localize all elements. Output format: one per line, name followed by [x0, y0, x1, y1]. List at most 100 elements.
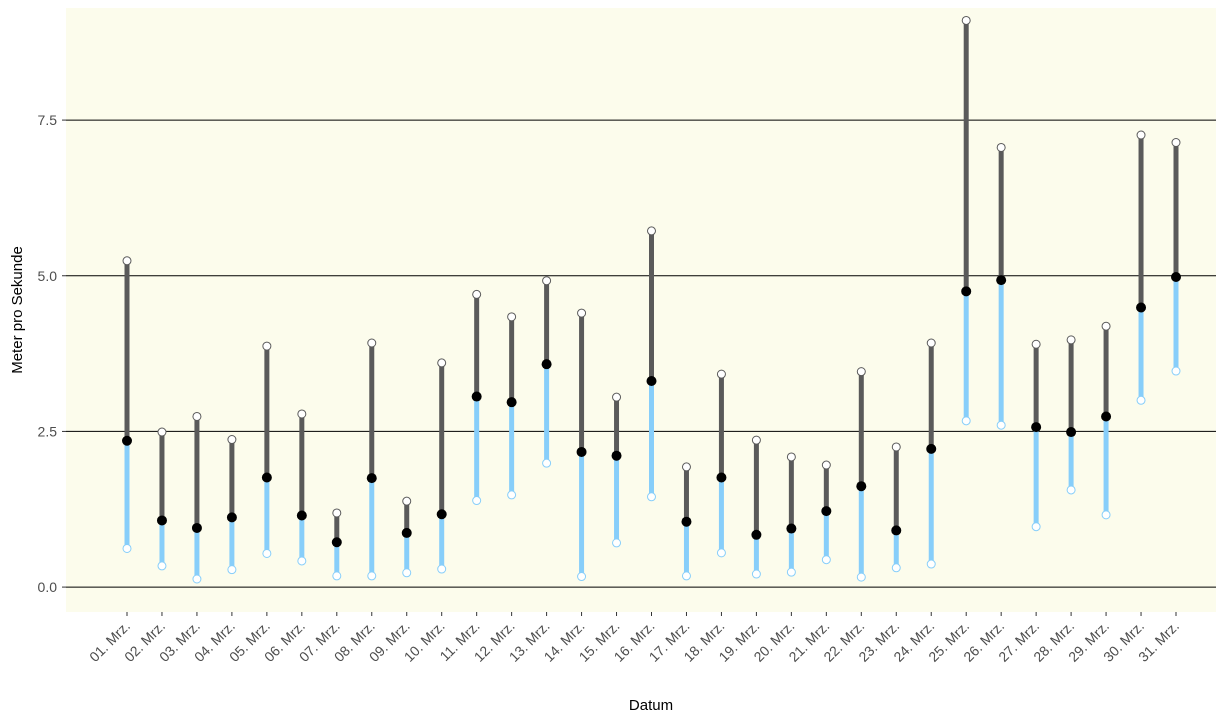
- median-point: [471, 391, 482, 402]
- range-group: [821, 460, 832, 565]
- y-tick-label: 5.0: [38, 268, 58, 284]
- max-point: [786, 452, 796, 462]
- range-group: [611, 392, 622, 548]
- max-point: [437, 358, 447, 368]
- range-group: [1031, 339, 1042, 532]
- min-point: [716, 548, 726, 558]
- median-point: [156, 515, 167, 526]
- max-point: [332, 508, 342, 518]
- range-group: [122, 256, 132, 553]
- min-point: [122, 543, 132, 553]
- range-group: [471, 289, 482, 506]
- y-axis-title: Meter pro Sekunde: [9, 246, 26, 374]
- median-point: [331, 537, 342, 548]
- min-point: [577, 572, 587, 582]
- median-point: [436, 509, 447, 520]
- min-point: [647, 492, 656, 502]
- median-point: [926, 443, 937, 454]
- max-point: [507, 312, 517, 322]
- min-point: [157, 561, 167, 571]
- max-point: [262, 341, 272, 351]
- range-group: [1066, 335, 1077, 495]
- median-point: [506, 397, 517, 408]
- min-point: [402, 568, 412, 578]
- range-group: [1101, 321, 1112, 520]
- median-point: [1031, 422, 1042, 433]
- min-point: [542, 458, 552, 468]
- min-point: [1136, 395, 1146, 405]
- min-point: [1031, 522, 1041, 532]
- min-point: [961, 416, 971, 426]
- median-point: [751, 529, 762, 540]
- median-point: [401, 527, 412, 538]
- max-point: [1101, 321, 1111, 331]
- max-point: [297, 409, 307, 419]
- median-point: [891, 525, 902, 536]
- min-point: [262, 548, 272, 558]
- median-point: [1171, 271, 1181, 282]
- min-point: [472, 496, 482, 506]
- range-group: [1136, 130, 1147, 405]
- min-point: [612, 538, 622, 548]
- max-point: [1031, 339, 1041, 349]
- y-tick-label: 7.5: [38, 112, 58, 128]
- max-point: [961, 15, 971, 25]
- median-point: [716, 472, 727, 483]
- range-group: [891, 442, 902, 573]
- range-group: [751, 435, 762, 579]
- median-point: [576, 446, 587, 457]
- x-axis-ticks: 01. Mrz.02. Mrz.03. Mrz.04. Mrz.05. Mrz.…: [86, 612, 1182, 665]
- max-point: [577, 308, 587, 318]
- median-point: [856, 481, 867, 492]
- y-tick-label: 0.0: [38, 579, 58, 595]
- min-point: [1101, 510, 1111, 520]
- range-group: [366, 338, 377, 581]
- median-point: [1136, 302, 1147, 313]
- max-point: [1066, 335, 1076, 345]
- min-point: [891, 563, 901, 573]
- max-point: [122, 256, 132, 266]
- range-group: [681, 462, 692, 581]
- min-point: [786, 567, 796, 577]
- min-point: [297, 556, 307, 566]
- range-group: [996, 142, 1007, 430]
- range-group: [926, 338, 937, 569]
- range-group: [786, 452, 797, 577]
- min-point: [332, 571, 342, 581]
- y-axis-ticks: 0.0 2.5 5.0 7.5: [38, 112, 66, 595]
- max-point: [996, 142, 1006, 152]
- plot-panel: [66, 8, 1216, 612]
- median-point: [296, 510, 307, 521]
- max-point: [542, 276, 552, 286]
- max-point: [612, 392, 622, 402]
- max-point: [1136, 130, 1146, 140]
- max-point: [716, 369, 726, 379]
- median-point: [961, 286, 972, 297]
- median-point: [1101, 411, 1112, 422]
- min-point: [856, 572, 866, 582]
- max-point: [472, 289, 482, 299]
- range-group: [261, 341, 272, 558]
- max-point: [856, 367, 866, 377]
- y-tick-label: 2.5: [38, 423, 58, 439]
- max-point: [821, 460, 831, 470]
- median-point: [996, 275, 1007, 286]
- range-group: [296, 409, 307, 566]
- min-point: [996, 420, 1006, 430]
- median-point: [122, 435, 132, 446]
- min-point: [821, 555, 831, 565]
- median-point: [1066, 427, 1077, 438]
- max-point: [751, 435, 761, 445]
- max-point: [926, 338, 936, 348]
- min-point: [1171, 366, 1181, 376]
- min-point: [751, 569, 761, 579]
- min-point: [681, 571, 691, 581]
- max-point: [891, 442, 901, 452]
- median-point: [646, 375, 657, 386]
- max-point: [227, 435, 237, 445]
- median-point: [821, 506, 832, 517]
- max-point: [1171, 137, 1181, 147]
- grid-lines: [66, 119, 1216, 588]
- data-marks: [122, 15, 1181, 584]
